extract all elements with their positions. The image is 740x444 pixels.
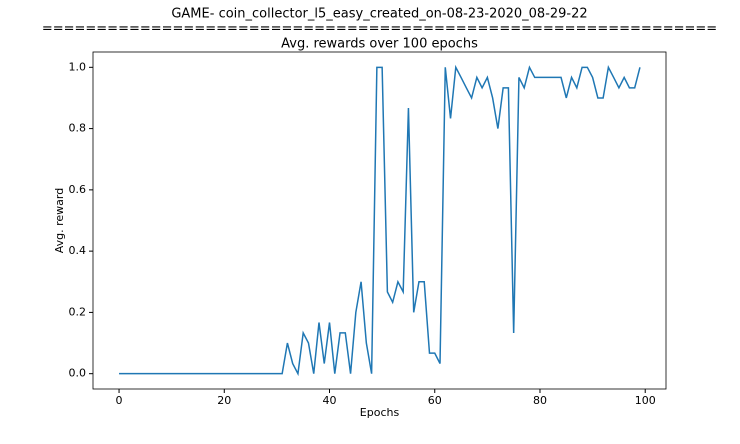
y-tick-label: 0.4 bbox=[69, 244, 87, 257]
y-tick-label: 0.6 bbox=[69, 183, 87, 196]
chart-title: GAME- coin_collector_l5_easy_created_on-… bbox=[171, 7, 587, 22]
x-tick-label: 40 bbox=[323, 394, 337, 407]
y-tick-label: 0.0 bbox=[69, 367, 87, 380]
y-tick-label: 0.8 bbox=[69, 122, 87, 135]
chart-title: ========================================… bbox=[42, 22, 717, 37]
chart-title: Avg. rewards over 100 epochs bbox=[281, 37, 478, 52]
x-tick-label: 80 bbox=[533, 394, 547, 407]
x-axis-label: Epochs bbox=[360, 406, 400, 419]
line bbox=[119, 64, 641, 377]
x-tick-label: 0 bbox=[116, 394, 123, 407]
plot-frame bbox=[92, 51, 667, 390]
x-tick-label: 20 bbox=[217, 394, 231, 407]
x-tick-label: 60 bbox=[428, 394, 442, 407]
y-axis-label: Avg. reward bbox=[53, 188, 66, 253]
y-tick-label: 1.0 bbox=[69, 60, 87, 73]
x-tick-label: 100 bbox=[635, 394, 656, 407]
y-tick-label: 0.2 bbox=[69, 305, 87, 318]
